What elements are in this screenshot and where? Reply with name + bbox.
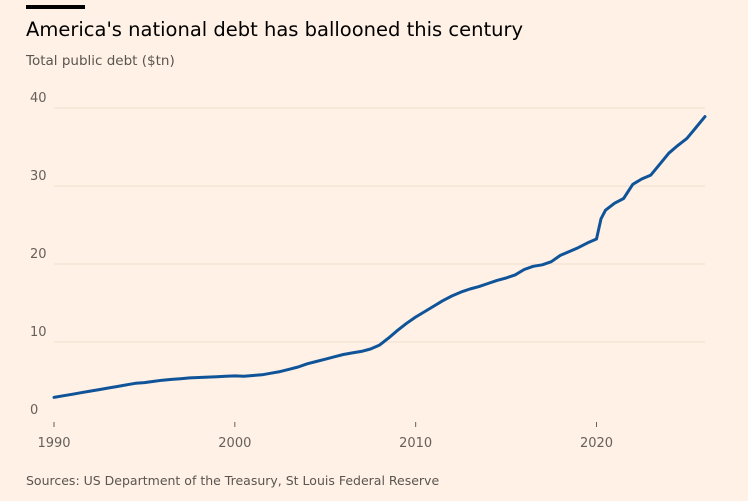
debt-series-line: [52, 115, 707, 399]
x-tick-label-2010: 2010: [399, 436, 432, 451]
y-tick-label-10: 10: [30, 325, 47, 340]
y-tick-label-0: 0: [30, 403, 38, 418]
source-note: Sources: US Department of the Treasury, …: [26, 473, 440, 488]
chart-subtitle: Total public debt ($tn): [26, 53, 175, 69]
x-tick-label-2000: 2000: [218, 436, 251, 451]
gridlines: [54, 107, 705, 343]
y-tick-label-40: 40: [30, 91, 47, 106]
chart-title: America's national debt has ballooned th…: [26, 18, 524, 41]
y-axis-labels: 0 10 20 30 40: [30, 91, 47, 418]
y-tick-label-30: 30: [30, 169, 47, 184]
x-axis-labels: 1990 2000 2010 2020: [37, 436, 613, 451]
x-axis-ticks: [53, 422, 597, 427]
brand-top-bar: [26, 5, 85, 9]
x-tick-label-1990: 1990: [37, 436, 70, 451]
x-tick-label-2020: 2020: [580, 436, 613, 451]
y-tick-label-20: 20: [30, 247, 47, 262]
